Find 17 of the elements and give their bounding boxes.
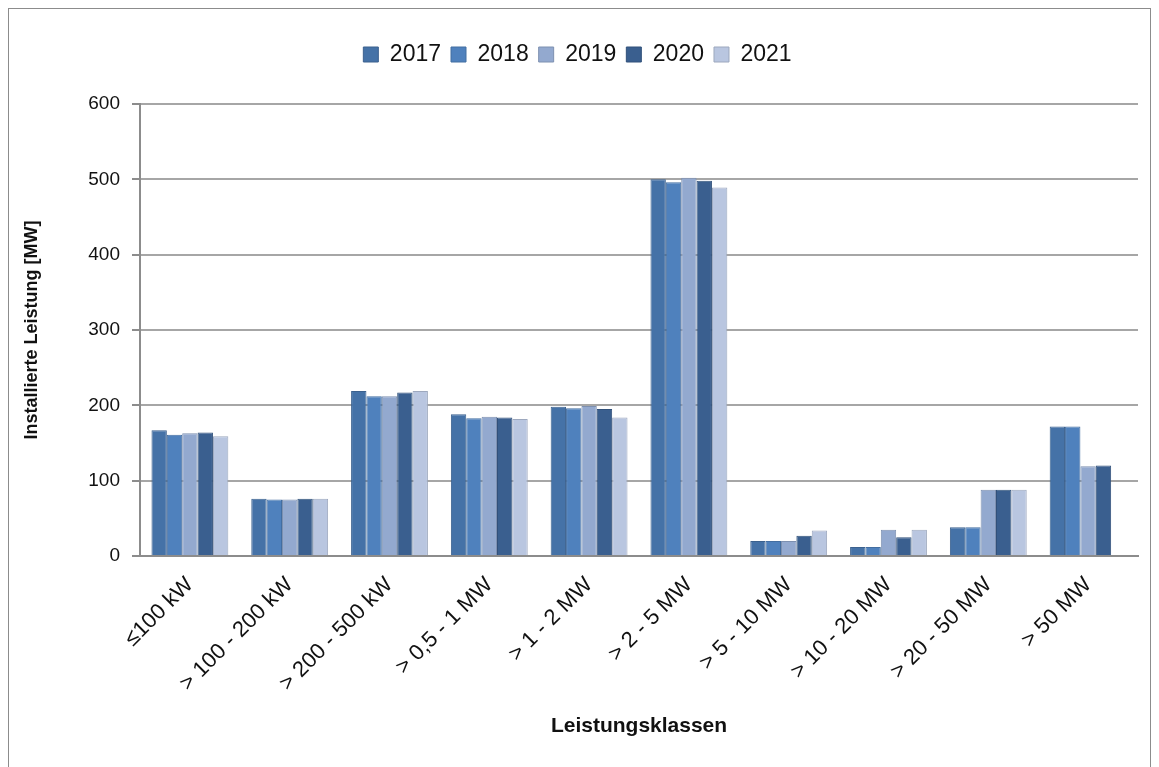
y-tick-label: 300 xyxy=(88,318,120,340)
legend-label: 2021 xyxy=(740,39,792,66)
legend-label: 2017 xyxy=(389,39,442,66)
x-tick-label: > 2 - 5 MW xyxy=(602,571,697,666)
x-tick-label: > 50 MW xyxy=(1015,571,1097,652)
y-tick-label: 400 xyxy=(88,242,120,264)
x-axis-title: Leistungsklassen xyxy=(550,713,728,737)
y-tick-label: 0 xyxy=(109,544,120,566)
legend-label: 2020 xyxy=(652,39,704,66)
y-tick-label: 200 xyxy=(88,393,120,415)
y-tick-label: 500 xyxy=(88,167,120,189)
x-tick-label: > 1 - 2 MW xyxy=(502,571,598,666)
y-axis-title: Installierte Leistung [MW] xyxy=(20,220,41,440)
y-tick-label: 600 xyxy=(88,92,120,114)
y-tick-label: 100 xyxy=(88,468,120,490)
legend-label: 2018 xyxy=(477,39,529,66)
legend-label: 2019 xyxy=(565,39,617,66)
